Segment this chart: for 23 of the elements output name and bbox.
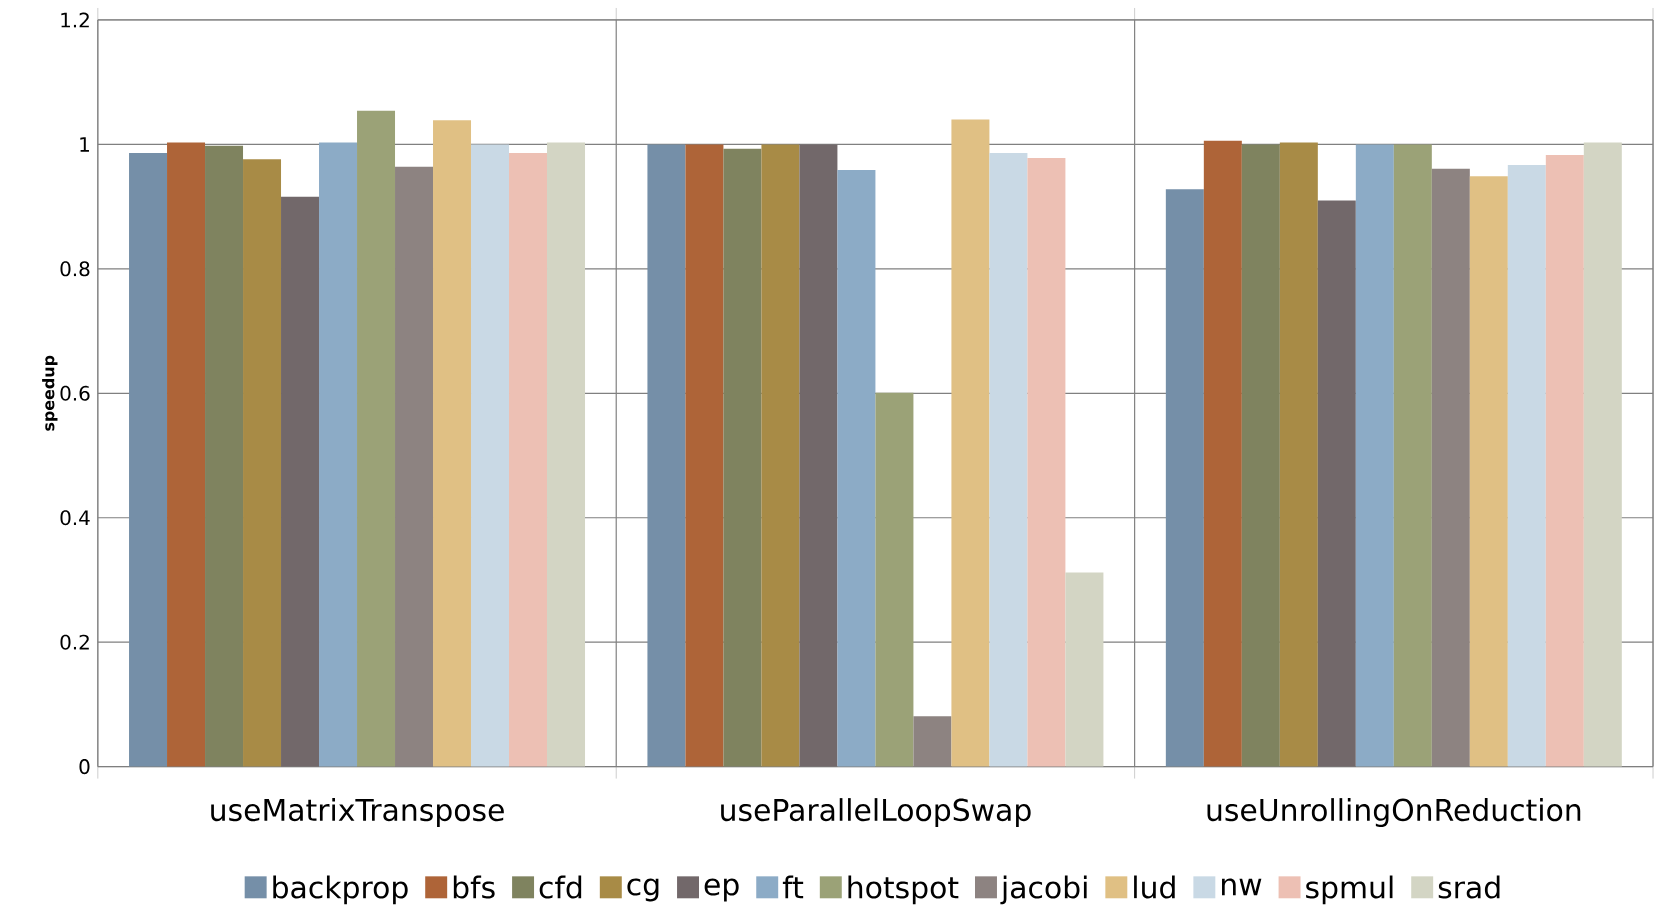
legend-label: jacobi: [1000, 875, 1087, 905]
legend-label: spmul: [1306, 875, 1393, 905]
legend-label: backprop: [273, 875, 408, 905]
legend-label: hotspot: [848, 875, 959, 905]
x-tick-label: useParallelLoopSwap: [721, 797, 1031, 827]
y-tick-label: 1: [80, 136, 89, 152]
y-axis-title: speedup: [42, 355, 58, 431]
y-tick-label: 0: [79, 758, 90, 774]
legend-label: lud: [1134, 875, 1175, 899]
y-tick-label: 0.4: [60, 510, 90, 526]
legend-label: ft: [782, 875, 804, 898]
legend-label: srad: [1438, 875, 1500, 899]
legend-label: cg: [627, 878, 659, 902]
y-tick-label: 0.2: [60, 634, 89, 650]
x-tick-label: useMatrixTranspose: [211, 797, 504, 827]
legend-label: bfs: [453, 875, 495, 899]
legend-label: nw: [1222, 878, 1262, 895]
y-tick-label: 1.2: [61, 12, 89, 28]
x-tick-label: useUnrollingOnReduction: [1207, 797, 1581, 827]
y-tick-label: 0.8: [60, 261, 90, 277]
legend-label: ep: [704, 878, 739, 902]
y-tick-label: 0.6: [60, 385, 90, 401]
legend-label: cfd: [539, 875, 582, 899]
